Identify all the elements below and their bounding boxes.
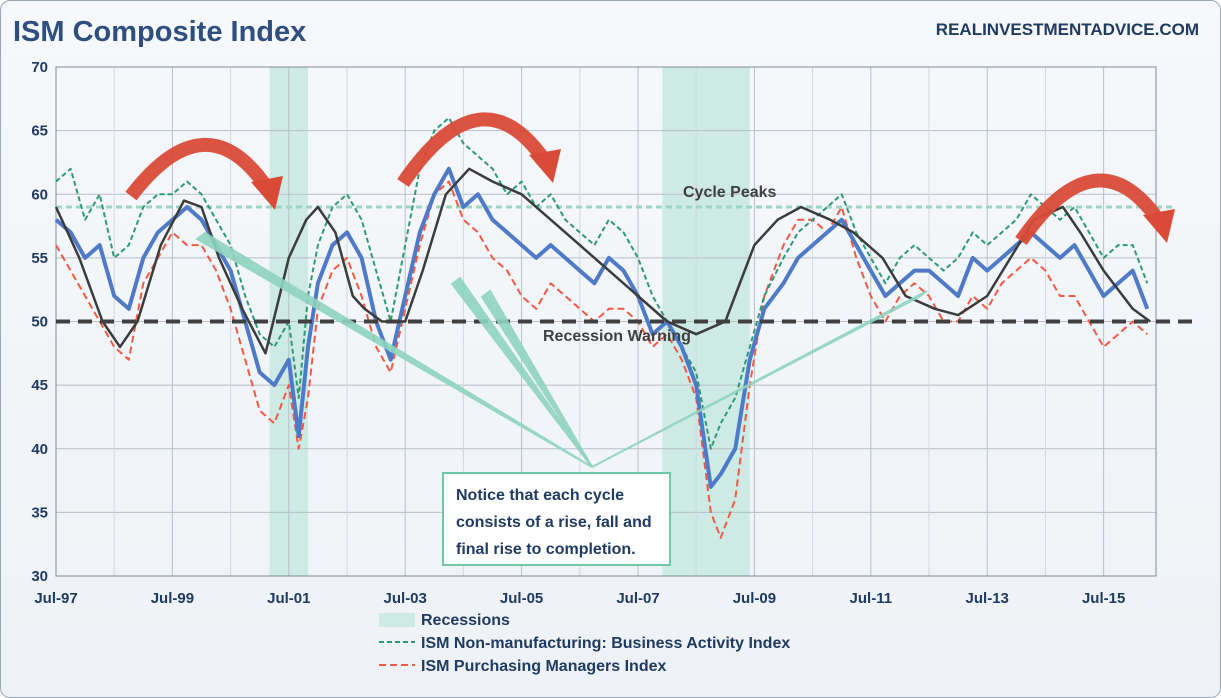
x-tick-label: Jul-07 <box>616 590 659 607</box>
y-tick-label: 40 <box>31 441 48 458</box>
legend-recessions: Recessions <box>421 612 510 629</box>
cycle-arrow-1 <box>397 112 551 187</box>
cycle-arrow-0 <box>125 137 273 201</box>
cycle-arrow-head-0 <box>251 176 283 210</box>
cycle-arrow-2 <box>1015 173 1165 245</box>
note-pointer-0 <box>195 231 593 468</box>
cycle-arrows <box>125 112 1175 245</box>
site-name: REALINVESTMENTADVICE.COM <box>936 20 1199 39</box>
x-tick-label: Jul-97 <box>34 590 77 607</box>
cycle-arrow-head-1 <box>529 149 561 183</box>
x-tick-label: Jul-09 <box>733 590 776 607</box>
y-tick-label: 45 <box>31 377 48 394</box>
y-tick-label: 50 <box>31 314 48 331</box>
note-pointer-1 <box>450 276 593 468</box>
y-tick-label: 30 <box>31 568 48 585</box>
series-cycle-trend-line <box>54 167 1151 355</box>
y-tick-label: 35 <box>31 504 48 521</box>
cycle-peaks-label: Cycle Peaks <box>683 184 777 201</box>
x-tick-label: Jul-99 <box>151 590 194 607</box>
chart-title: ISM Composite Index <box>13 16 306 48</box>
y-tick-label: 70 <box>31 59 48 76</box>
x-tick-label: Jul-11 <box>850 590 893 607</box>
x-tick-label: Jul-13 <box>966 590 1009 607</box>
x-tick-label: Jul-03 <box>384 590 427 607</box>
axes: 30 35 40 45 50 55 60 65 70 Jul-97 Jul-99 Jul-01 Jul-… <box>31 59 1125 607</box>
note-pointer-2 <box>480 289 593 468</box>
note-callout: Notice that each cycle consists of a ris… <box>442 472 671 566</box>
legend-pmi: ISM Purchasing Managers Index <box>421 658 667 675</box>
recession-warning-label: Recession Warning <box>543 328 691 345</box>
note-pointers <box>195 231 928 468</box>
legend-non-mfg: ISM Non-manufacturing: Business Activity… <box>421 635 790 652</box>
x-tick-label: Jul-15 <box>1082 590 1125 607</box>
x-tick-label: Jul-05 <box>500 590 543 607</box>
legend-swatch-recessions <box>379 613 415 627</box>
y-tick-label: 60 <box>31 186 48 203</box>
note-pointer-3 <box>591 290 928 468</box>
cycle-arrow-head-2 <box>1143 209 1175 243</box>
series-non-mfg-line <box>55 116 1149 450</box>
y-tick-label: 65 <box>31 123 48 140</box>
x-tick-label: Jul-01 <box>267 590 310 607</box>
y-tick-label: 55 <box>31 250 48 267</box>
